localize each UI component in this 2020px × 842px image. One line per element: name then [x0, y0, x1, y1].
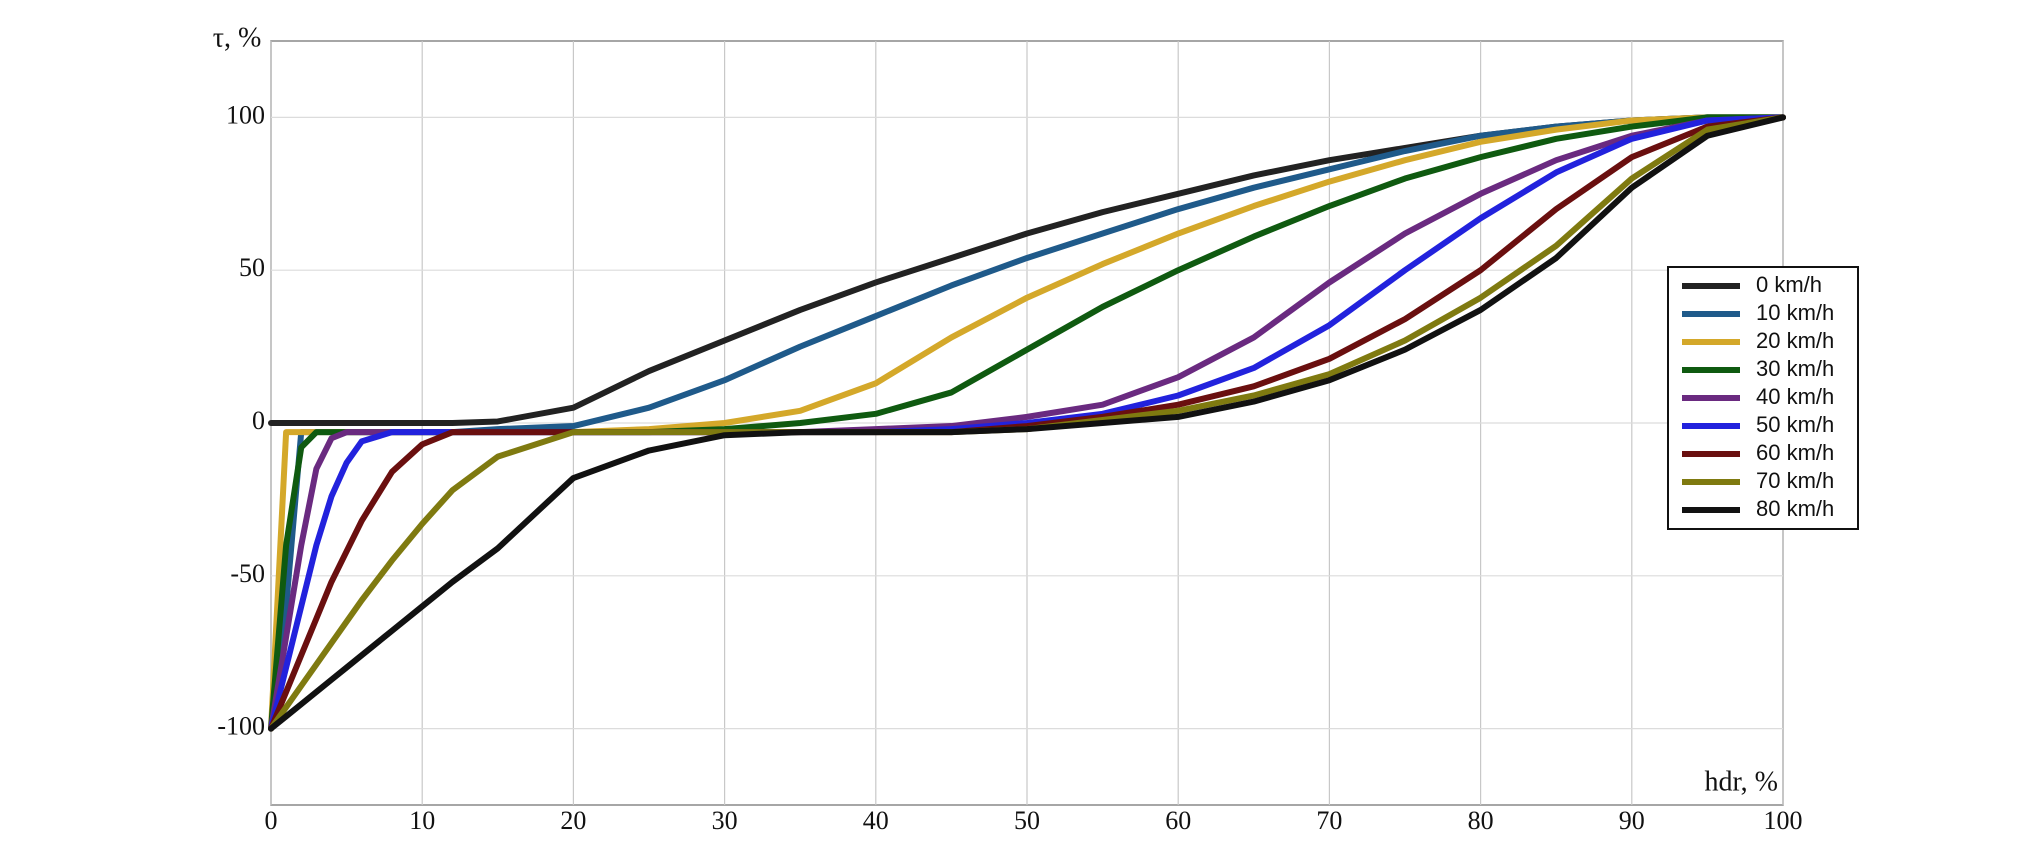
legend-label: 0 km/h: [1756, 272, 1822, 297]
x-tick-label: 90: [1619, 806, 1645, 835]
y-tick-label: 100: [226, 100, 265, 129]
x-tick-label: 50: [1014, 806, 1040, 835]
legend-label: 60 km/h: [1756, 440, 1834, 465]
x-tick-label: 20: [560, 806, 586, 835]
x-tick-label: 10: [409, 806, 435, 835]
legend-label: 50 km/h: [1756, 412, 1834, 437]
y-tick-label: -100: [217, 712, 265, 741]
legend-label: 80 km/h: [1756, 496, 1834, 521]
x-tick-label: 70: [1316, 806, 1342, 835]
x-tick-label: 60: [1165, 806, 1191, 835]
x-tick-label: 80: [1468, 806, 1494, 835]
x-axis-label: hdr, %: [1704, 766, 1778, 797]
legend-label: 10 km/h: [1756, 300, 1834, 325]
legend-label: 30 km/h: [1756, 356, 1834, 381]
x-tick-label: 30: [712, 806, 738, 835]
legend-label: 20 km/h: [1756, 328, 1834, 353]
y-axis-label: τ, %: [213, 22, 262, 53]
legend-label: 70 km/h: [1756, 468, 1834, 493]
legend-label: 40 km/h: [1756, 384, 1834, 409]
x-tick-label: 100: [1764, 806, 1803, 835]
y-tick-label: -50: [230, 559, 265, 588]
y-tick-label: 50: [239, 253, 265, 282]
x-tick-label: 40: [863, 806, 889, 835]
series-line: [268, 114, 1786, 732]
x-tick-label: 0: [265, 806, 278, 835]
y-tick-label: 0: [252, 406, 265, 435]
